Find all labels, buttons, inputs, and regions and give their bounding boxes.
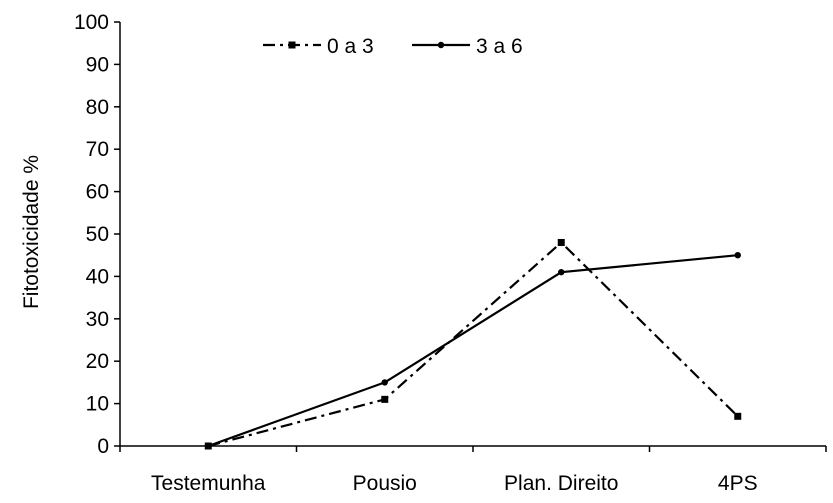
- legend-label: 0 a 3: [327, 35, 374, 58]
- legend-label: 3 a 6: [476, 35, 523, 58]
- y-tick-label: 60: [86, 181, 109, 204]
- data-point: [734, 252, 741, 259]
- y-tick-label: 50: [86, 223, 109, 246]
- data-point: [381, 379, 388, 386]
- data-point: [558, 268, 565, 276]
- y-axis: 0 10 20 30 40 50 60 70 80 90 100: [74, 11, 121, 458]
- legend-item: 0 a 3: [263, 35, 374, 58]
- y-tick-label: 70: [86, 138, 109, 161]
- y-tick-label: 30: [86, 308, 109, 331]
- data-point: [557, 238, 565, 246]
- y-tick-label: 90: [86, 53, 109, 76]
- x-tick-label: Plan. Direito: [504, 472, 618, 495]
- y-tick-label: 20: [86, 350, 109, 373]
- legend-item: 3 a 6: [412, 35, 523, 58]
- x-axis: Testemunha Pousio Plan. Direito 4PS: [119, 445, 827, 495]
- legend: 0 a 3 3 a 6: [263, 35, 523, 58]
- series-2: [205, 252, 741, 450]
- x-tick-label: Pousio: [353, 472, 417, 495]
- series-line: [207, 254, 738, 448]
- legend-marker: [288, 41, 296, 49]
- y-tick-label: 80: [86, 96, 109, 119]
- x-tick-label: Testemunha: [151, 472, 266, 495]
- x-tick-label: 4PS: [718, 472, 758, 495]
- data-point: [205, 442, 212, 450]
- y-tick-label: 40: [86, 265, 109, 288]
- y-axis-label: Fitotoxicidade %: [20, 155, 43, 309]
- legend-marker: [437, 41, 445, 49]
- y-tick-label: 10: [86, 393, 109, 416]
- y-tick-label: 100: [74, 11, 109, 34]
- y-tick-label: 0: [97, 435, 109, 458]
- data-point: [734, 412, 742, 420]
- series-layer: [204, 238, 742, 450]
- series-line: [207, 240, 739, 448]
- data-point: [381, 395, 389, 403]
